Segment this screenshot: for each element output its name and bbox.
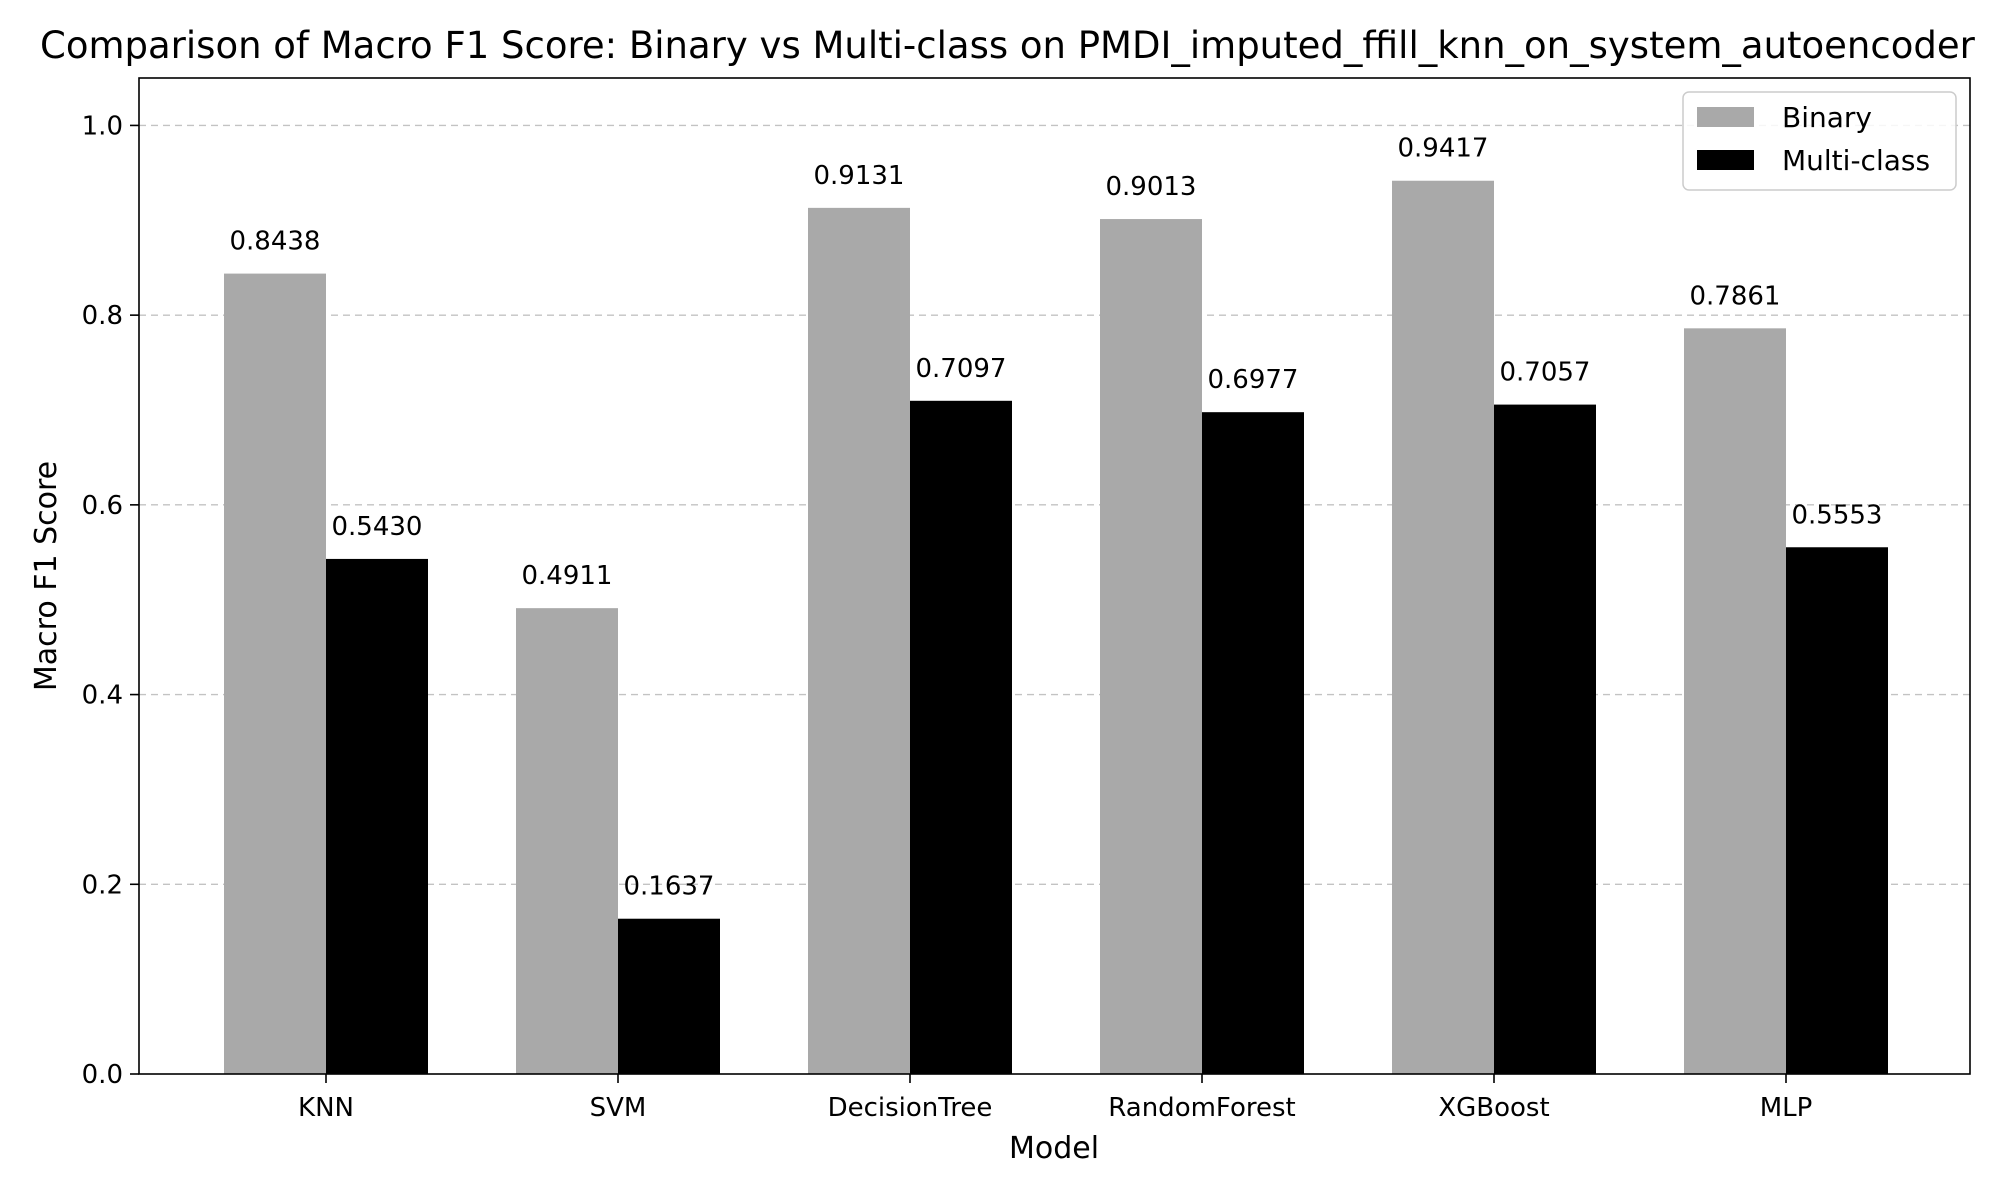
x-tick-label: KNN: [298, 1093, 354, 1123]
bar-binary-knn: [224, 273, 326, 1074]
bar-binary-xgboost: [1392, 180, 1494, 1074]
y-tick-label: 0.0: [82, 1060, 123, 1090]
x-axis: KNN SVM DecisionTree RandomForest XGBoost MLP: [298, 1074, 1812, 1123]
legend: Binary Multi-class: [1682, 91, 1957, 191]
chart-title: Comparison of Macro F1 Score: Binary vs …: [40, 24, 1976, 67]
y-tick-label: 1.0: [82, 111, 123, 141]
data-label-multi-class: 0.7057: [1500, 358, 1591, 388]
bar-multi-class-randomforest: [1202, 412, 1304, 1074]
data-label-binary: 0.7861: [1690, 281, 1781, 311]
data-label-multi-class: 0.5553: [1792, 500, 1883, 530]
y-tick-label: 0.4: [82, 681, 123, 711]
data-label-binary: 0.9013: [1106, 172, 1197, 202]
bar-binary-randomforest: [1100, 219, 1202, 1075]
data-label-binary: 0.9417: [1398, 134, 1489, 164]
data-label-binary: 0.8438: [230, 227, 321, 257]
data-label-multi-class: 0.1637: [624, 872, 715, 902]
bar-binary-mlp: [1684, 328, 1786, 1074]
bar-binary-decisiontree: [808, 207, 910, 1074]
bar-multi-class-mlp: [1786, 547, 1888, 1074]
y-tick-label: 0.2: [82, 870, 123, 900]
bars: [224, 180, 1888, 1075]
data-label-binary: 0.9131: [814, 161, 905, 191]
data-label-multi-class: 0.5430: [332, 512, 423, 542]
data-label-binary: 0.4911: [522, 561, 613, 591]
bar-multi-class-knn: [326, 558, 428, 1074]
x-axis-label: Model: [1009, 1131, 1099, 1166]
bar-multi-class-svm: [618, 918, 720, 1074]
plot-frame: [138, 77, 1971, 1075]
data-label-multi-class: 0.7097: [916, 354, 1007, 384]
y-tick-label: 0.8: [82, 301, 123, 331]
legend-swatch-multi-class: [1697, 150, 1754, 170]
bar-multi-class-decisiontree: [910, 400, 1012, 1075]
bar-multi-class-xgboost: [1494, 404, 1596, 1074]
y-axis: 0.0 0.2 0.4 0.6 0.8 1.0: [82, 111, 139, 1090]
y-axis-label: Macro F1 Score: [29, 461, 64, 691]
legend-label-multi-class: Multi-class: [1782, 144, 1930, 177]
grid-lines: [139, 124, 1970, 885]
x-tick-label: SVM: [590, 1093, 647, 1123]
data-label-multi-class: 0.6977: [1208, 365, 1299, 395]
x-tick-label: MLP: [1760, 1093, 1813, 1123]
legend-swatch-binary: [1697, 107, 1754, 127]
legend-label-binary: Binary: [1782, 101, 1872, 134]
bar-binary-svm: [516, 608, 618, 1074]
data-labels: 0.8438 0.5430 0.4911 0.1637 0.9131 0.7097 0.90…: [230, 134, 1883, 902]
y-tick-label: 0.6: [82, 491, 123, 521]
x-tick-label: DecisionTree: [828, 1093, 993, 1123]
x-tick-label: XGBoost: [1438, 1093, 1549, 1123]
x-tick-label: RandomForest: [1108, 1093, 1295, 1123]
